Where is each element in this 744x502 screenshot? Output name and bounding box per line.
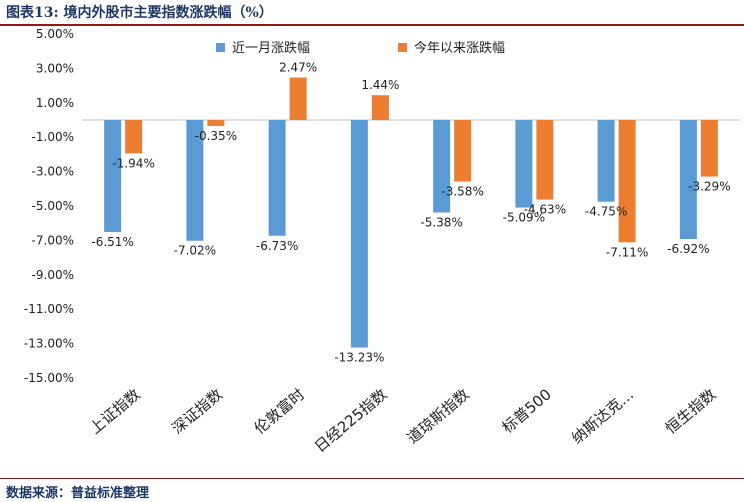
bar-chart: 5.00% 3.00% 1.00% -1.00% -3.00% -5.00% -7.00% -…	[24, 27, 740, 456]
y-tick-label: -9.00%	[32, 268, 74, 282]
x-category-label: 标普500	[498, 385, 554, 436]
y-tick-label: -1.00%	[32, 130, 74, 144]
data-label: -3.58%	[441, 185, 483, 199]
bar-month	[679, 120, 697, 240]
data-label: -5.09%	[503, 211, 545, 225]
data-label: 2.47%	[279, 61, 317, 75]
bar-month	[350, 120, 368, 348]
bars	[104, 77, 718, 348]
legend: 近一月涨跌幅 今年以来涨跌幅	[216, 40, 505, 56]
y-tick-label: -3.00%	[32, 165, 74, 179]
x-category-label: 道琼斯指数	[404, 385, 473, 447]
data-label: -1.94%	[112, 156, 154, 170]
data-label: 1.44%	[361, 78, 399, 92]
y-tick-label: -15.00%	[24, 371, 74, 385]
data-label: -7.11%	[606, 245, 648, 259]
data-label: -6.73%	[256, 239, 298, 253]
x-category-label: 深证指数	[168, 385, 226, 437]
data-label: -6.92%	[667, 242, 709, 256]
data-label: -4.63%	[524, 203, 566, 217]
bar-month	[515, 120, 533, 208]
bar-month	[186, 120, 204, 241]
y-tick-label: 1.00%	[36, 96, 74, 110]
bar-ytd	[618, 120, 636, 243]
y-tick-label: -11.00%	[24, 302, 74, 316]
title-rule	[0, 24, 744, 26]
y-tick-label: -7.00%	[32, 233, 74, 247]
x-category-label: 日经225指数	[311, 385, 390, 456]
bar-ytd	[454, 120, 472, 182]
x-axis: 上证指数 深证指数 伦敦富时 日经225指数 道琼斯指数 标普500 纳斯达克… 恒生指数	[86, 385, 719, 456]
source-note: 数据来源：普益标准整理	[6, 486, 150, 501]
bar-month	[268, 120, 286, 236]
data-label: -7.02%	[174, 244, 216, 258]
y-axis: 5.00% 3.00% 1.00% -1.00% -3.00% -5.00% -7.00% -…	[24, 27, 740, 385]
bar-ytd	[207, 120, 225, 127]
x-category-label: 上证指数	[86, 385, 144, 437]
data-label: -13.23%	[334, 351, 384, 365]
legend-label: 近一月涨跌幅	[232, 40, 310, 56]
y-tick-label: -5.00%	[32, 199, 74, 213]
data-label: -0.35%	[195, 129, 237, 143]
data-label: -3.29%	[688, 180, 730, 194]
bar-ytd	[289, 77, 307, 120]
bar-ytd	[536, 120, 554, 200]
bar-ytd	[371, 95, 389, 120]
y-tick-label: 5.00%	[36, 27, 74, 41]
title-bar: 图表13: 境内外股市主要指数涨跌幅（%）	[0, 0, 744, 26]
bar-month	[597, 120, 615, 202]
bar-ytd	[125, 120, 143, 154]
legend-swatch	[398, 43, 407, 52]
data-labels: -6.51% -1.94% -7.02% -0.35% -6.73% 2.47% -13.2…	[91, 61, 730, 365]
bar-month	[433, 120, 451, 213]
x-category-label: 伦敦富时	[251, 385, 309, 437]
y-tick-label: -13.00%	[24, 337, 74, 351]
data-label: -4.75%	[585, 205, 627, 219]
bar-month	[104, 120, 122, 232]
legend-label: 今年以来涨跌幅	[414, 40, 505, 56]
bar-ytd	[700, 120, 718, 177]
x-category-label: 恒生指数	[662, 385, 720, 437]
data-label: -5.38%	[420, 216, 462, 230]
footer-rule	[0, 478, 744, 479]
x-category-label: 纳斯达克…	[568, 385, 637, 447]
chart-title: 图表13: 境内外股市主要指数涨跌幅（%）	[6, 5, 273, 21]
y-tick-label: 3.00%	[36, 61, 74, 75]
legend-swatch	[216, 43, 225, 52]
data-label: -6.51%	[91, 235, 133, 249]
